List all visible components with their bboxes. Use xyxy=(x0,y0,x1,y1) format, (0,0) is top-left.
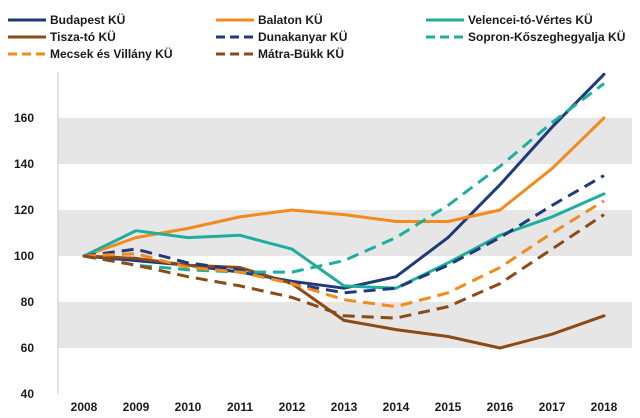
x-tick-label: 2009 xyxy=(123,400,150,414)
y-tick-label: 120 xyxy=(14,203,34,217)
legend-label: Dunakanyar KÜ xyxy=(258,29,347,44)
y-tick-label: 60 xyxy=(21,341,35,355)
x-tick-label: 2015 xyxy=(435,400,462,414)
x-tick-label: 2010 xyxy=(175,400,202,414)
series-lines xyxy=(82,72,606,350)
x-tick-label: 2018 xyxy=(591,400,618,414)
series-line xyxy=(83,82,605,274)
grid-band xyxy=(58,72,632,118)
legend: Budapest KÜ Balaton KÜ Velencei-tó-Vértes … xyxy=(8,12,625,61)
series-line xyxy=(82,192,606,290)
x-tick-label: 2014 xyxy=(383,400,410,414)
y-tick-label: 80 xyxy=(21,295,35,309)
legend-label: Budapest KÜ xyxy=(50,12,125,27)
grid-band xyxy=(58,302,632,348)
series-line xyxy=(83,199,605,309)
grid-bands xyxy=(58,72,632,394)
y-tick-label: 100 xyxy=(14,249,34,263)
series-line xyxy=(83,213,605,320)
grid-band xyxy=(58,164,632,210)
grid-band xyxy=(58,348,632,394)
y-axis-ticks: 40 60 80 100 120 140 160 xyxy=(14,111,34,401)
legend-label: Velencei-tó-Vértes KÜ xyxy=(468,12,593,27)
x-axis-ticks: 2008 2009 2010 2011 2012 2013 2014 2015 2016 2017… xyxy=(71,400,618,414)
legend-label: Balaton KÜ xyxy=(258,12,323,27)
x-tick-label: 2013 xyxy=(331,400,358,414)
x-tick-label: 2017 xyxy=(539,400,566,414)
series-line xyxy=(82,116,606,258)
x-tick-label: 2008 xyxy=(71,400,98,414)
legend-label: Mátra-Bükk KÜ xyxy=(258,46,344,61)
x-tick-label: 2016 xyxy=(487,400,514,414)
y-tick-label: 160 xyxy=(14,111,34,125)
legend-label: Tisza-tó KÜ xyxy=(50,29,116,44)
x-tick-label: 2011 xyxy=(227,400,253,414)
grid-band xyxy=(58,256,632,302)
y-tick-label: 140 xyxy=(14,157,34,171)
legend-label: Mecsek és Villány KÜ xyxy=(50,46,173,61)
y-tick-label: 40 xyxy=(21,387,35,401)
grid-band xyxy=(58,118,632,164)
x-tick-label: 2012 xyxy=(279,400,306,414)
legend-label: Sopron-Kőszeghegyalja KÜ xyxy=(468,29,625,44)
